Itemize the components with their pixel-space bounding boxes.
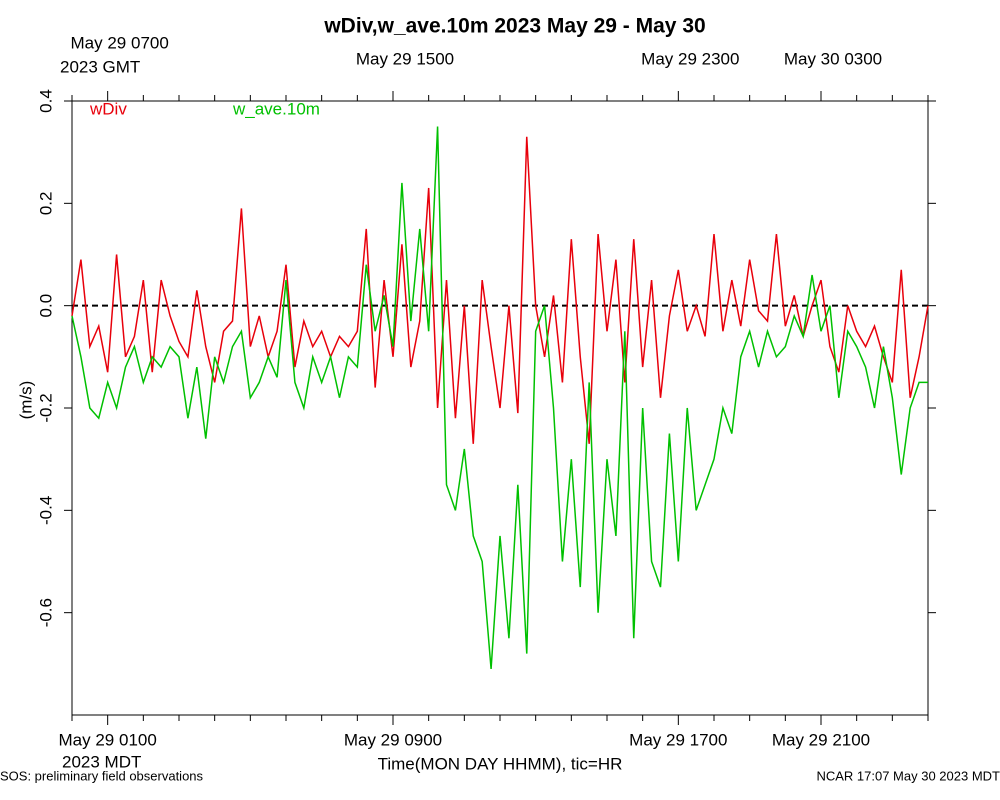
legend-label: w_ave.10m	[232, 99, 320, 118]
legend-label: wDiv	[89, 99, 127, 118]
x-tick-label: May 29 2100	[772, 730, 870, 749]
x2-tick-label: May 29 0700	[71, 33, 169, 52]
y-tick-label: 0.2	[36, 192, 55, 216]
x2-tick-label: May 30 0300	[784, 49, 882, 68]
chart-title: wDiv,w_ave.10m 2023 May 29 - May 30	[323, 15, 705, 38]
x-tick-label: May 29 0100	[59, 730, 157, 749]
x2-tick-label: May 29 2300	[641, 49, 739, 68]
y-tick-label: -0.2	[36, 393, 55, 422]
data-line	[71, 136, 929, 444]
x-year-label: 2023 MDT	[62, 752, 141, 771]
x-tick-label: May 29 0900	[344, 730, 442, 749]
y-tick-label: -0.6	[36, 598, 55, 627]
y-tick-label: 0.0	[36, 294, 55, 318]
x2-year-label: 2023 GMT	[60, 57, 140, 76]
y-axis-label: (m/s)	[16, 381, 35, 420]
x-tick-label: May 29 1700	[629, 730, 727, 749]
y-tick-label: 0.4	[36, 89, 55, 113]
x-axis-label: Time(MON DAY HHMM), tic=HR	[378, 754, 623, 773]
y-tick-label: -0.4	[36, 496, 55, 525]
x2-tick-label: May 29 1500	[356, 49, 454, 68]
data-line	[71, 126, 928, 670]
footer-right: NCAR 17:07 May 30 2023 MDT	[816, 768, 1000, 783]
footer-left: SOS: preliminary field observations	[0, 768, 204, 783]
